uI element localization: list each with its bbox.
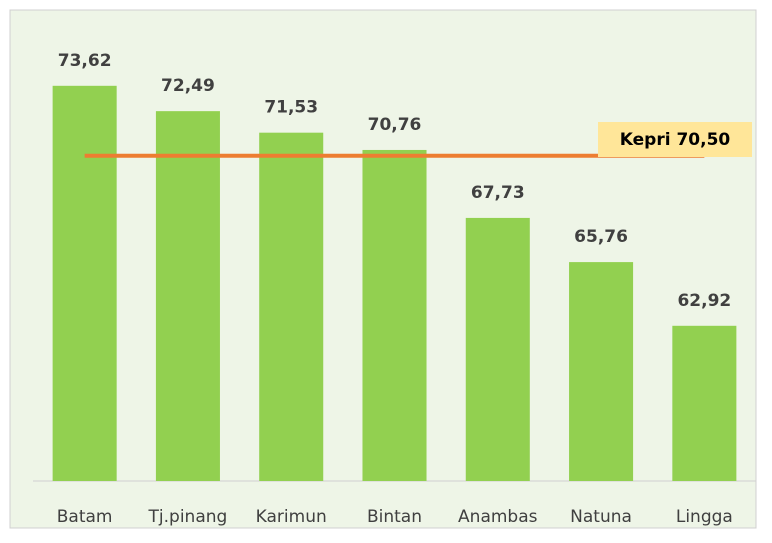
x-tick-label: Karimun: [256, 507, 327, 527]
bar: [672, 325, 737, 481]
value-label: 67,73: [471, 183, 525, 203]
value-label: 73,62: [58, 51, 112, 71]
reference-label: Kepri 70,50: [620, 130, 731, 150]
bar: [569, 262, 634, 481]
x-tick-label: Natuna: [570, 507, 632, 527]
bar: [259, 132, 324, 482]
x-tick-label: Anambas: [458, 507, 538, 527]
value-label: 70,76: [368, 115, 422, 135]
value-label: 62,92: [677, 291, 731, 311]
reference-label-box: [598, 122, 752, 157]
bar: [155, 111, 220, 481]
bar: [52, 85, 117, 482]
x-tick-label: Batam: [57, 507, 113, 527]
bar: [362, 149, 427, 481]
x-tick-label: Tj.pinang: [148, 507, 228, 527]
value-label: 65,76: [574, 227, 628, 247]
x-tick-label: Bintan: [367, 507, 422, 527]
x-tick-label: Lingga: [676, 507, 733, 527]
value-label: 71,53: [264, 98, 318, 118]
bar: [465, 217, 530, 482]
value-label: 72,49: [161, 76, 215, 96]
